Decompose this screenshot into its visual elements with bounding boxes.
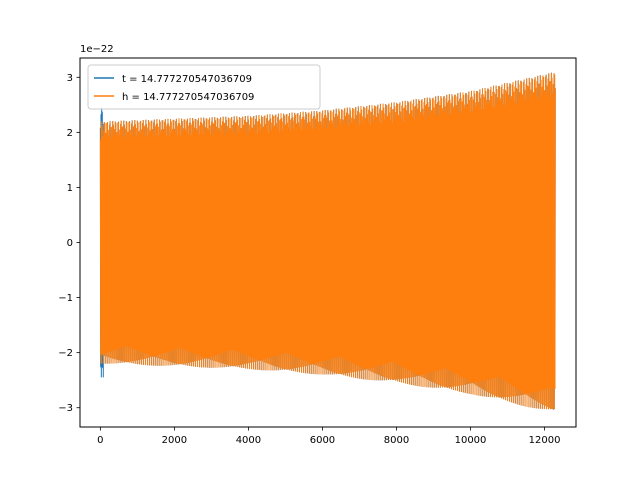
legend-label: h = 14.777270547036709	[122, 92, 254, 103]
x-tick-label: 12000	[529, 435, 561, 446]
x-tick-label: 0	[97, 435, 103, 446]
y-tick-label: −3	[58, 403, 73, 414]
y-axis: −3 −2 −1 0 1 2 3	[58, 73, 80, 414]
series-line-2	[99, 72, 556, 410]
y-offset-label: 1e−22	[80, 44, 114, 55]
x-axis: 0 2000 4000 6000 8000 10000 12000	[97, 427, 560, 446]
x-tick-label: 2000	[162, 435, 187, 446]
legend-box	[87, 64, 321, 110]
y-tick-label: 0	[67, 238, 73, 249]
y-tick-label: 1	[67, 183, 73, 194]
legend-label: t = 14.777270547036709	[122, 74, 252, 85]
y-tick-label: −2	[58, 348, 73, 359]
y-tick-label: 2	[67, 128, 73, 139]
legend: t = 14.777270547036709 h = 14.77727054703…	[87, 64, 321, 110]
series-layer	[99, 72, 556, 410]
y-tick-label: −1	[58, 293, 73, 304]
x-tick-label: 8000	[384, 435, 409, 446]
x-tick-label: 4000	[236, 435, 261, 446]
x-tick-label: 10000	[455, 435, 487, 446]
y-tick-label: 3	[67, 73, 73, 84]
x-tick-label: 6000	[310, 435, 335, 446]
